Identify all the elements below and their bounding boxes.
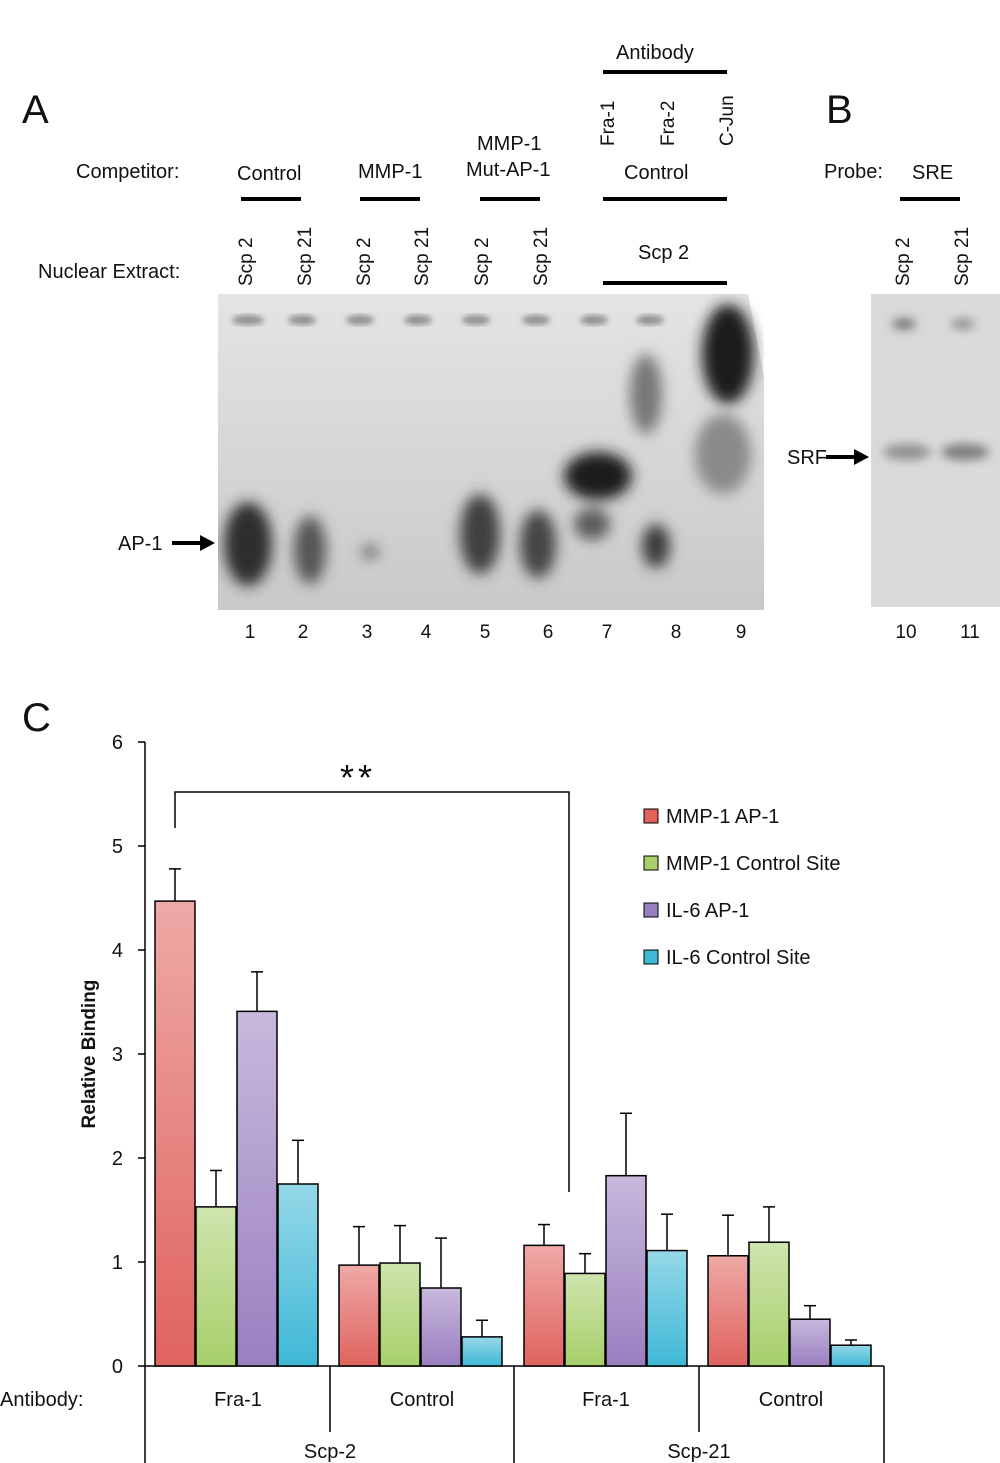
competitor-control-label: Control — [237, 163, 302, 185]
significance-bracket — [174, 791, 570, 1192]
lane-number: 4 — [420, 622, 432, 643]
group-label: Scp-2 — [304, 1441, 356, 1463]
y-tick-label: 3 — [112, 1044, 123, 1066]
bar — [748, 1241, 790, 1367]
legend-swatch — [643, 902, 659, 918]
antibody-header: Antibody — [616, 42, 694, 64]
panel-c-letter: C — [22, 696, 51, 740]
lane-number: 10 — [895, 622, 917, 643]
lane-number: 2 — [297, 622, 309, 643]
lane-number: 6 — [542, 622, 554, 643]
legend-label: MMP-1 AP-1 — [666, 806, 779, 828]
extract-lane10: Scp 2 — [893, 237, 914, 286]
y-tick-label: 0 — [112, 1356, 123, 1378]
bar — [277, 1183, 319, 1367]
lane-number: 11 — [960, 622, 980, 643]
lane-number: 5 — [479, 622, 491, 643]
competitor-mmp1-mut-label-1: MMP-1 — [477, 133, 542, 155]
ap1-arrow-icon — [172, 535, 215, 551]
competitor-mut-bar — [480, 197, 540, 201]
y-tick-label: 1 — [112, 1252, 123, 1274]
legend-swatch — [643, 808, 659, 824]
competitor-mmp1-bar — [360, 197, 420, 201]
legend-label: IL-6 Control Site — [666, 947, 811, 969]
legend-label: IL-6 AP-1 — [666, 900, 749, 922]
y-tick-label: 6 — [112, 732, 123, 754]
bar — [605, 1174, 647, 1367]
significance-marker: ** — [340, 757, 376, 798]
srf-band-label: SRF — [787, 447, 827, 469]
category-label: Control — [390, 1389, 454, 1411]
antibody-bar — [603, 70, 727, 74]
gel-image-b — [871, 294, 1000, 607]
group-label: Scp-21 — [667, 1441, 730, 1463]
extract-lane1: Scp 2 — [236, 237, 257, 286]
bar — [564, 1272, 606, 1367]
antibody-cjun: C-Jun — [717, 95, 738, 146]
competitor-mmp1-label: MMP-1 — [358, 161, 423, 183]
probe-bar — [900, 197, 960, 201]
y-tick-label: 2 — [112, 1148, 123, 1170]
extract-lane3: Scp 2 — [354, 237, 375, 286]
category-label: Fra-1 — [582, 1389, 630, 1411]
category-label: Fra-1 — [214, 1389, 262, 1411]
probe-name: SRE — [912, 162, 954, 184]
gel-image-a — [218, 294, 764, 610]
panel-b-letter: B — [826, 88, 853, 132]
ap1-band-label: AP-1 — [118, 533, 163, 555]
competitor-mmp1-mut-label-2: Mut-AP-1 — [466, 159, 551, 181]
y-tick-label: 5 — [112, 836, 123, 858]
antibody-fra2: Fra-2 — [658, 100, 679, 146]
legend-swatch — [643, 855, 659, 871]
extract-group-bar — [603, 281, 727, 285]
competitor-control2-bar — [603, 197, 727, 201]
bar — [523, 1244, 565, 1367]
relative-binding-chart: 0 1 2 3 4 5 6 Relative Binding Fra-1 Control Fra-1… — [0, 732, 885, 1463]
nuclear-extract-label: Nuclear Extract: — [38, 261, 181, 283]
probe-label: Probe: — [824, 161, 883, 183]
competitor-control-bar — [241, 197, 301, 201]
x-axis-title: Antibody: — [0, 1389, 83, 1411]
bar — [195, 1206, 237, 1367]
y-axis-title: Relative Binding — [79, 980, 100, 1129]
competitor-control2-label: Control — [624, 162, 689, 184]
bar — [646, 1249, 688, 1367]
bar — [789, 1318, 831, 1367]
lane-number: 7 — [601, 622, 613, 643]
lane-number: 1 — [244, 622, 256, 643]
srf-arrow-icon — [826, 449, 869, 465]
extract-lane5: Scp 2 — [472, 237, 493, 286]
bar — [379, 1262, 421, 1367]
extract-lane4: Scp 21 — [412, 226, 433, 286]
competitor-label: Competitor: — [76, 161, 180, 183]
category-label: Control — [759, 1389, 823, 1411]
extract-lane2: Scp 21 — [295, 226, 316, 286]
lane-number: 8 — [670, 622, 682, 643]
lane-number: 3 — [361, 622, 373, 643]
bar — [461, 1336, 503, 1367]
bar — [338, 1264, 380, 1367]
bar — [236, 1010, 278, 1367]
extract-lane6: Scp 21 — [531, 226, 552, 286]
extract-lane11: Scp 21 — [952, 226, 973, 286]
extract-group-label: Scp 2 — [638, 242, 690, 264]
antibody-fra1: Fra-1 — [598, 100, 619, 146]
legend-swatch — [643, 949, 659, 965]
lane-number: 9 — [735, 622, 747, 643]
bar — [707, 1255, 749, 1367]
bar — [830, 1344, 872, 1367]
y-tick-label: 4 — [112, 940, 123, 962]
legend-label: MMP-1 Control Site — [666, 853, 841, 875]
panel-a-letter: A — [22, 88, 49, 132]
bar — [420, 1287, 462, 1367]
bar — [154, 900, 196, 1367]
